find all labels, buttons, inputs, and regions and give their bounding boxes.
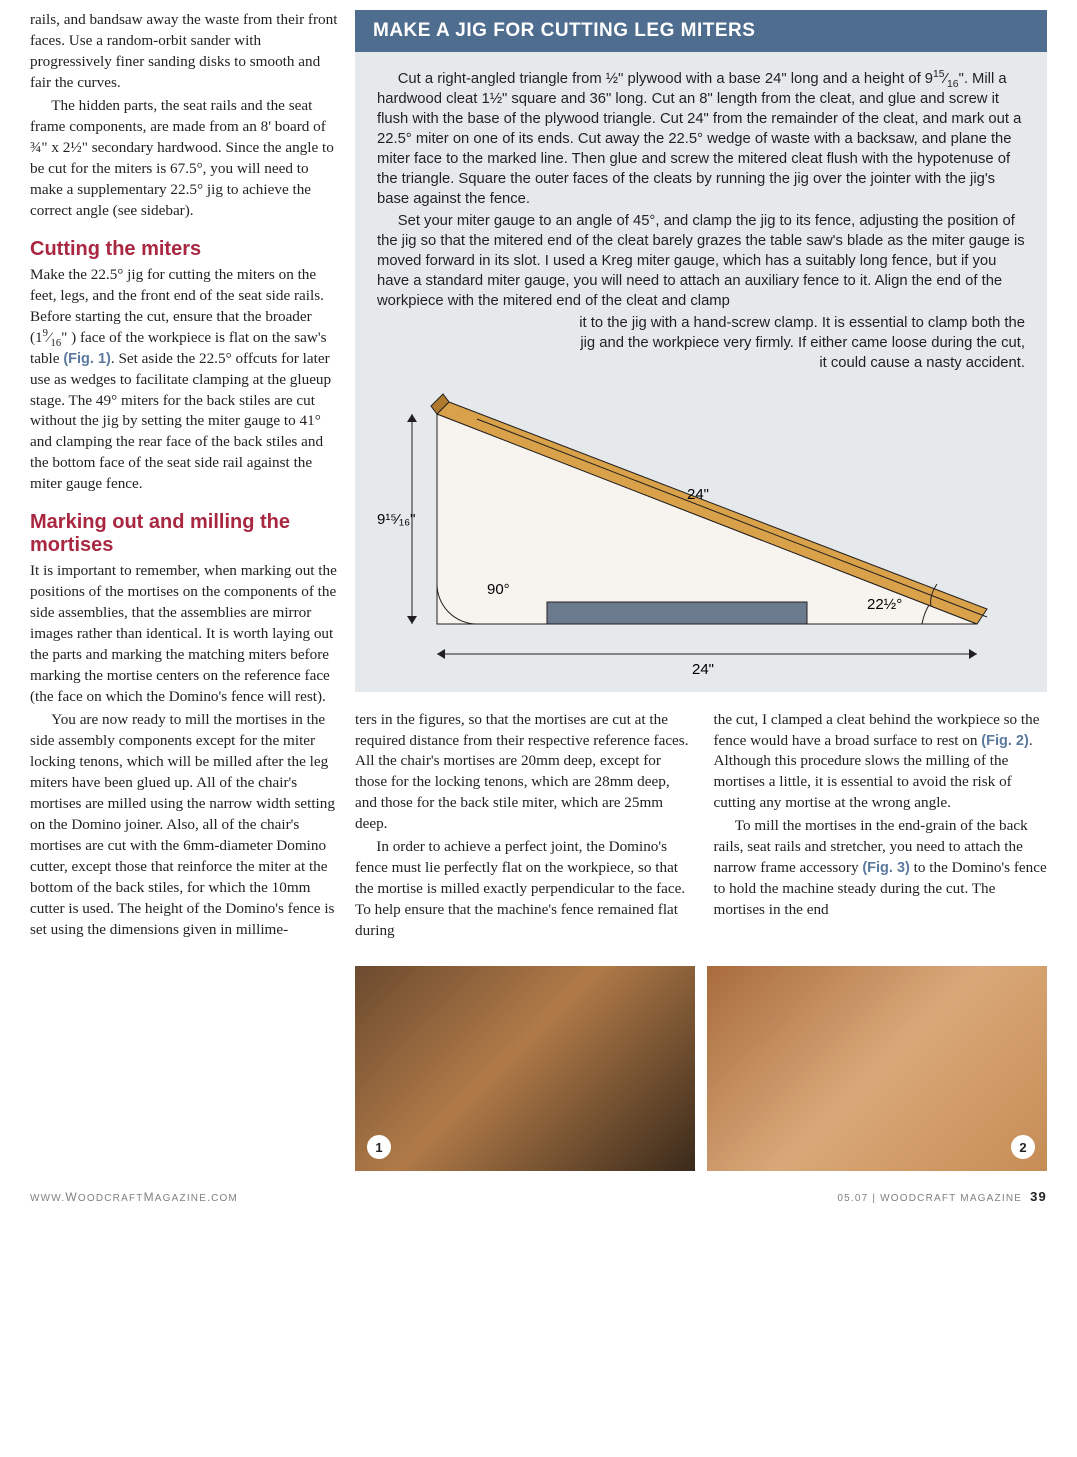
- figure-ref-2: (Fig. 2): [981, 733, 1029, 749]
- svg-text:24": 24": [687, 486, 709, 503]
- photo-2: 2: [707, 966, 1047, 1171]
- photo-row: 1 2: [355, 966, 1047, 1171]
- sidebar-jig-box: MAKE A JIG FOR CUTTING LEG MITERS Cut a …: [355, 10, 1047, 692]
- body-para: rails, and bandsaw away the waste from t…: [30, 10, 340, 94]
- figure-ref-1: (Fig. 1): [63, 351, 111, 367]
- body-para: Make the 22.5° jig for cutting the miter…: [30, 265, 340, 496]
- svg-text:22½°: 22½°: [867, 596, 902, 613]
- svg-text:24": 24": [692, 661, 714, 678]
- body-para: ters in the figures, so that the mortise…: [355, 710, 689, 836]
- svg-text:90°: 90°: [487, 581, 510, 598]
- figure-ref-3: (Fig. 3): [862, 860, 910, 876]
- jig-diagram: 90° 22½° 9¹⁵⁄₁₆" 24": [377, 384, 1017, 684]
- page-footer: WWW.WOODCRAFTMAGAZINE.COM 05.07 | WOODCR…: [30, 1189, 1047, 1204]
- section-heading-marking: Marking out and milling the mortises: [30, 511, 340, 557]
- photo-number-badge: 2: [1011, 1135, 1035, 1159]
- body-para: You are now ready to mill the mortises i…: [30, 710, 340, 941]
- sidebar-title: MAKE A JIG FOR CUTTING LEG MITERS: [355, 10, 1047, 52]
- photo-number-badge: 1: [367, 1135, 391, 1159]
- body-para: It is important to remember, when markin…: [30, 561, 340, 708]
- left-column: rails, and bandsaw away the waste from t…: [30, 10, 340, 1171]
- body-para: In order to achieve a perfect joint, the…: [355, 837, 689, 942]
- footer-issue: 05.07 | WOODCRAFT MAGAZINE39: [837, 1189, 1047, 1204]
- lower-text-columns: ters in the figures, so that the mortise…: [355, 710, 1047, 945]
- body-para: the cut, I clamped a cleat behind the wo…: [714, 710, 1048, 815]
- photo-1: 1: [355, 966, 695, 1171]
- section-heading-cutting: Cutting the miters: [30, 238, 340, 261]
- sidebar-float-text: it to the jig with a hand-screw clamp. I…: [377, 314, 1025, 374]
- body-para: To mill the mortises in the end-grain of…: [714, 816, 1048, 921]
- right-column: MAKE A JIG FOR CUTTING LEG MITERS Cut a …: [355, 10, 1047, 1171]
- sidebar-body: Cut a right-angled triangle from ½" plyw…: [355, 52, 1047, 692]
- body-para: The hidden parts, the seat rails and the…: [30, 96, 340, 222]
- svg-text:9¹⁵⁄₁₆": 9¹⁵⁄₁₆": [377, 511, 416, 528]
- footer-url: WWW.WOODCRAFTMAGAZINE.COM: [30, 1190, 238, 1204]
